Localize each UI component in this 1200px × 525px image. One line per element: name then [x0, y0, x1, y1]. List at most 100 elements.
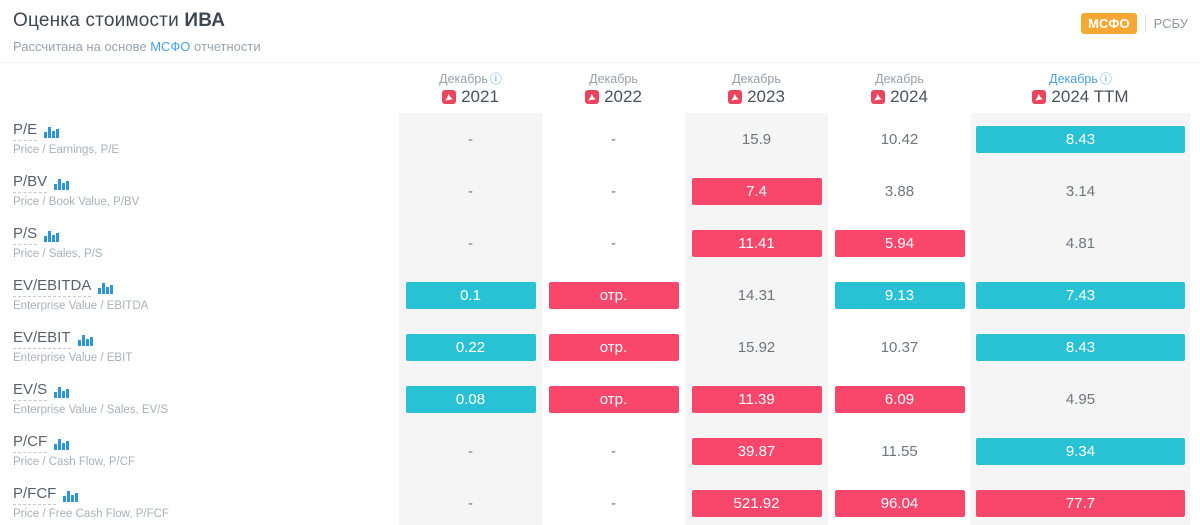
metric-name[interactable]: EV/EBITDA: [13, 278, 92, 297]
column-year: 2021: [442, 87, 499, 107]
header-divider: [0, 62, 1200, 63]
cell-ev-s-2024-ttm: 4.95: [971, 373, 1190, 425]
info-icon[interactable]: ⓘ: [489, 71, 502, 86]
bar-chart-icon[interactable]: [98, 281, 114, 294]
value-text: -: [611, 494, 616, 512]
metric: EV/EBITDA: [13, 278, 114, 297]
value-text: 3.14: [1065, 182, 1096, 200]
cell-p-cf-2021: -: [399, 425, 542, 477]
pdf-icon[interactable]: [871, 90, 886, 105]
subtitle-suffix: отчетности: [194, 39, 261, 54]
cell-p-e-2022: -: [542, 113, 685, 165]
table-row: P/CF Price / Cash Flow, P/CF - - 39.87 11.55 9…: [0, 425, 1200, 477]
column-year: 2024: [871, 87, 928, 107]
metric-description: Enterprise Value / EBITDA: [13, 299, 149, 312]
pdf-icon[interactable]: [728, 90, 743, 105]
metric-name[interactable]: EV/S: [13, 382, 48, 401]
table-row: P/FCF Price / Free Cash Flow, P/FCF - - 521.…: [0, 477, 1200, 525]
row-label-p-e: P/E Price / Earnings, P/E: [0, 113, 399, 165]
column-year-text: 2024: [890, 87, 928, 107]
value-badge-bad: 5.94: [834, 229, 965, 257]
cell-p-fcf-2024: 96.04: [828, 477, 971, 525]
pdf-icon[interactable]: [1032, 90, 1047, 105]
row-label-ev-ebitda: EV/EBITDA Enterprise Value / EBITDA: [0, 269, 399, 321]
widget-header: Оценка стоимости ИВА Рассчитана на основ…: [0, 0, 1200, 62]
table-row: EV/EBIT Enterprise Value / EBIT 0.22 отр. 15…: [0, 321, 1200, 373]
value-text: 3.88: [884, 182, 915, 200]
metric-description: Price / Sales, P/S: [13, 247, 103, 260]
cell-p-fcf-2023: 521.92: [685, 477, 828, 525]
table-body: P/E Price / Earnings, P/E - -15.9 10.42 8.43 P…: [0, 113, 1200, 525]
value-badge-bad: 77.7: [976, 489, 1185, 517]
report-type-toggle: МСФО РСБУ: [1081, 13, 1188, 34]
cell-ev-s-2022: отр.: [542, 373, 685, 425]
value-badge-good: 0.08: [405, 385, 536, 413]
info-icon[interactable]: ⓘ: [1099, 71, 1112, 86]
toggle-rsbu[interactable]: РСБУ: [1153, 16, 1188, 31]
column-month-label[interactable]: Декабрь ⓘ: [1049, 71, 1112, 86]
pdf-icon[interactable]: [585, 90, 600, 105]
column-year: 2022: [585, 87, 642, 107]
metric: P/E: [13, 122, 60, 141]
value-text: 11.55: [881, 442, 918, 460]
toggle-divider: [1144, 15, 1146, 32]
toggle-msfo[interactable]: МСФО: [1081, 13, 1137, 34]
metric-description: Price / Free Cash Flow, P/FCF: [13, 507, 169, 520]
bar-chart-icon[interactable]: [54, 437, 70, 450]
ticker: ИВА: [184, 10, 226, 31]
metric-name[interactable]: P/BV: [13, 174, 48, 193]
bar-chart-icon[interactable]: [44, 125, 60, 138]
title-block: Оценка стоимости ИВА Рассчитана на основ…: [13, 10, 261, 54]
metric: P/CF: [13, 434, 70, 453]
value-badge-bad: 39.87: [691, 437, 822, 465]
value-badge-bad: 11.41: [691, 229, 822, 257]
subtitle: Рассчитана на основе МСФО отчетности: [13, 39, 261, 54]
value-text: 14.31: [737, 286, 776, 304]
metric-name[interactable]: P/FCF: [13, 486, 57, 505]
value-text: -: [611, 130, 616, 148]
cell-p-s-2022: -: [542, 217, 685, 269]
cell-ev-ebit-2024: 10.37: [828, 321, 971, 373]
column-header-2022: Декабрь 2022: [542, 63, 685, 113]
cell-ev-s-2024: 6.09: [828, 373, 971, 425]
metric-name[interactable]: EV/EBIT: [13, 330, 71, 349]
value-text: 10.42: [880, 130, 919, 148]
cell-p-s-2024: 5.94: [828, 217, 971, 269]
column-year: 2024 TTM: [1032, 87, 1129, 107]
value-text: -: [611, 442, 616, 460]
metric-name[interactable]: P/E: [13, 122, 38, 141]
cell-ev-s-2021: 0.08: [399, 373, 542, 425]
metric-name[interactable]: P/CF: [13, 434, 48, 453]
pdf-icon[interactable]: [442, 90, 457, 105]
metric-name[interactable]: P/S: [13, 226, 38, 245]
column-year-text: 2022: [604, 87, 642, 107]
value-badge-good: 0.1: [405, 281, 536, 309]
header-spacer: [0, 63, 399, 113]
cell-ev-ebitda-2022: отр.: [542, 269, 685, 321]
value-badge-bad: отр.: [548, 333, 679, 361]
cell-p-s-2024-ttm: 4.81: [971, 217, 1190, 269]
value-badge-bad: 6.09: [834, 385, 965, 413]
metric: EV/EBIT: [13, 330, 93, 349]
cell-p-bv-2022: -: [542, 165, 685, 217]
bar-chart-icon[interactable]: [63, 489, 79, 502]
table-row: P/E Price / Earnings, P/E - - 15.9 10.42 8.43: [0, 113, 1200, 165]
metric-description: Enterprise Value / EBIT: [13, 351, 133, 364]
row-label-ev-s: EV/S Enterprise Value / Sales, EV/S: [0, 373, 399, 425]
value-badge-bad: 96.04: [834, 489, 965, 517]
bar-chart-icon[interactable]: [77, 333, 93, 346]
row-label-p-bv: P/BV Price / Book Value, P/BV: [0, 165, 399, 217]
msfo-link[interactable]: МСФО: [150, 39, 191, 54]
bar-chart-icon[interactable]: [54, 385, 70, 398]
bar-chart-icon[interactable]: [54, 177, 70, 190]
value-badge-good: 8.43: [976, 125, 1185, 153]
cell-ev-ebit-2023: 15.92: [685, 321, 828, 373]
value-text: 15.9: [741, 130, 772, 148]
value-badge-good: 9.34: [976, 437, 1185, 465]
title-prefix: Оценка стоимости: [13, 10, 179, 31]
value-badge-good: 0.22: [405, 333, 536, 361]
column-month-label: Декабрь: [875, 71, 924, 86]
table-row: EV/S Enterprise Value / Sales, EV/S 0.08 от…: [0, 373, 1200, 425]
value-badge-good: 9.13: [834, 281, 965, 309]
bar-chart-icon[interactable]: [44, 229, 60, 242]
